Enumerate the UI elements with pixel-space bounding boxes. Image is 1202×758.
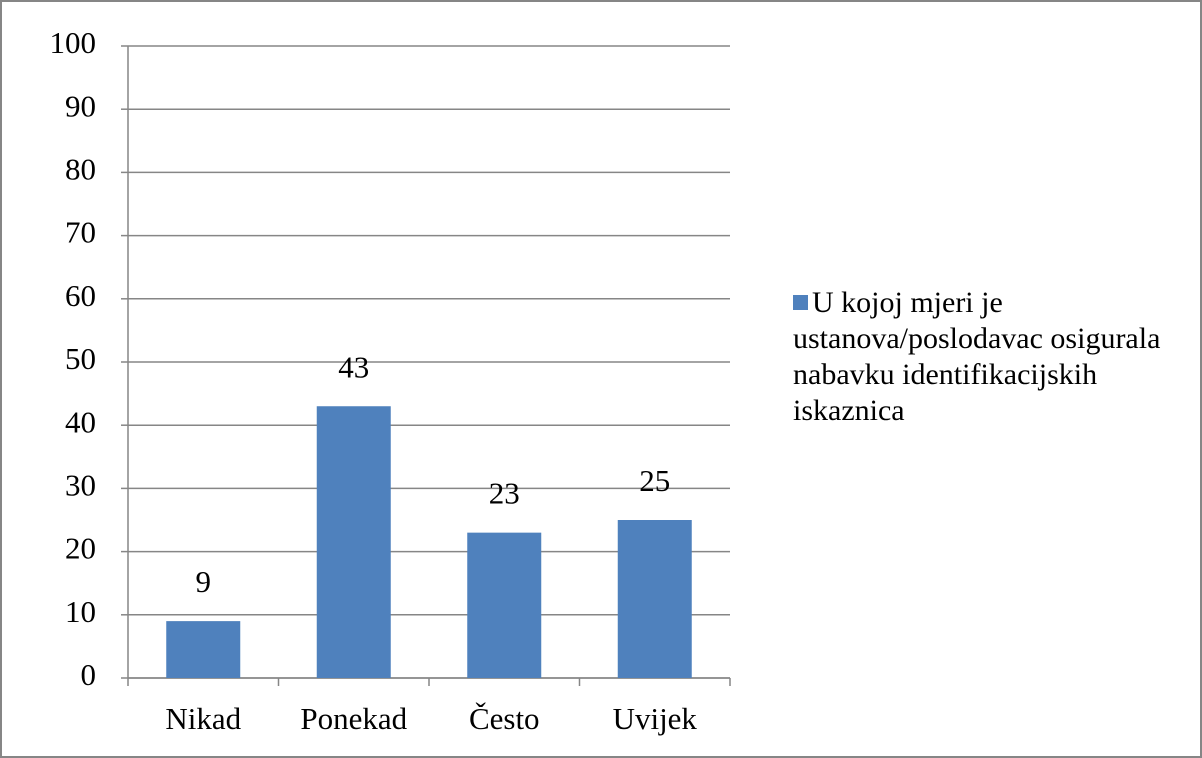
bar <box>467 532 542 678</box>
data-label: 9 <box>196 564 212 599</box>
y-tick-label: 50 <box>65 341 96 376</box>
y-tick-label: 100 <box>50 25 97 60</box>
legend-swatch <box>793 295 808 310</box>
y-tick-label: 40 <box>65 404 96 439</box>
bar <box>166 621 241 678</box>
x-tick-label: Uvijek <box>613 701 698 736</box>
data-label: 43 <box>338 349 369 384</box>
y-tick-label: 70 <box>65 215 96 250</box>
legend: U kojoj mjeri je ustanova/poslodavac osi… <box>793 285 1183 429</box>
bar <box>617 520 692 678</box>
y-tick-label: 10 <box>65 594 96 629</box>
data-label: 25 <box>639 463 670 498</box>
x-tick-label: Nikad <box>165 701 241 736</box>
data-label: 23 <box>489 476 520 511</box>
y-tick-label: 90 <box>65 88 96 123</box>
y-tick-label: 60 <box>65 278 96 313</box>
y-tick-label: 0 <box>81 657 97 692</box>
y-tick-label: 30 <box>65 468 96 503</box>
y-tick-label: 80 <box>65 152 96 187</box>
x-tick-label: Često <box>469 701 540 736</box>
y-tick-label: 20 <box>65 531 96 566</box>
x-tick-label: Ponekad <box>300 701 407 736</box>
legend-label: U kojoj mjeri je ustanova/poslodavac osi… <box>793 286 1161 427</box>
bar <box>316 406 391 678</box>
